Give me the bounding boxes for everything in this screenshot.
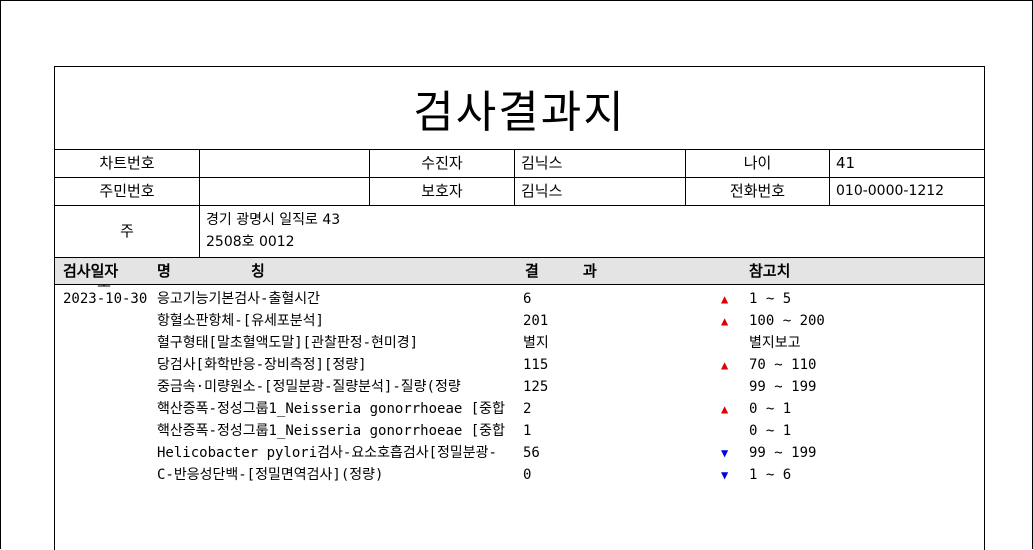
report-title: 검사결과지 — [413, 87, 626, 138]
result-row: Helicobacter pylori검사-요소호흡검사[정밀분광- 56 ▼ … — [55, 442, 984, 464]
result-name: 항혈소판항체-[유세포분석] — [157, 313, 324, 329]
result-value: 별지 — [523, 335, 549, 351]
info-row-1: 차트번호 수진자 김닉스 나이 41 — [55, 149, 984, 177]
result-value: 0 — [523, 467, 532, 483]
result-name: 중금속·미량원소-[정밀분광-질량분석]-질량(정량 — [157, 379, 461, 395]
result-value: 1 — [523, 423, 532, 439]
phone-value: 010-0000-1212 — [829, 178, 984, 205]
result-name: 핵산증폭-정성그룹1_Neisseria gonorrhoeae [중합 — [157, 423, 505, 439]
examinee-value: 김닉스 — [514, 150, 685, 177]
high-flag-icon: ▲ — [721, 292, 729, 306]
high-flag-icon: ▲ — [721, 314, 729, 328]
chart-no-value — [199, 150, 369, 177]
header-name-2: 칭 — [251, 262, 265, 280]
address-line-2: 2508호 0012 — [206, 234, 295, 250]
lab-report: 검사결과지 차트번호 수진자 김닉스 나이 41 주민번호 보호자 김닉스 전화… — [54, 66, 985, 550]
result-value: 115 — [523, 357, 549, 373]
result-reference: 100 ~ 200 — [749, 313, 825, 329]
result-reference: 별지보고 — [749, 335, 801, 351]
examinee-label: 수진자 — [369, 150, 514, 177]
result-value: 2 — [523, 401, 532, 417]
high-flag-icon: ▲ — [721, 402, 729, 416]
resident-no-label: 주민번호 — [99, 182, 155, 200]
result-date: 2023-10-30 — [63, 291, 148, 307]
result-value: 125 — [523, 379, 549, 395]
age-value: 41 — [829, 150, 984, 177]
low-flag-icon: ▼ — [721, 468, 729, 482]
address-row: 주 소 경기 광명시 일직로 43 2508호 0012 — [55, 205, 984, 291]
address-line-1: 경기 광명시 일직로 43 — [206, 212, 341, 228]
info-row-2: 주민번호 보호자 김닉스 전화번호 010-0000-1212 — [55, 177, 984, 205]
result-reference: 1 ~ 6 — [749, 467, 792, 483]
address-label: 주 소 — [97, 222, 180, 291]
header-result-1: 결 — [525, 262, 539, 280]
result-row: 당검사[화학반응-장비측정][정량] 115 ▲ 70 ~ 110 — [55, 354, 984, 376]
guardian-value: 김닉스 — [514, 178, 685, 205]
result-reference: 99 ~ 199 — [749, 379, 817, 395]
header-name-1: 명 — [157, 262, 171, 280]
result-name: C-반응성단백-[정밀면역검사](정량) — [157, 467, 384, 483]
result-row: 중금속·미량원소-[정밀분광-질량분석]-질량(정량 125 99 ~ 199 — [55, 376, 984, 398]
header-reference: 참고치 — [749, 262, 791, 280]
result-name: 혈구형태[말초혈액도말][관찰판정-현미경] — [157, 335, 419, 351]
result-reference: 99 ~ 199 — [749, 445, 817, 461]
address-value: 경기 광명시 일직로 43 2508호 0012 — [199, 206, 984, 257]
result-name: Helicobacter pylori검사-요소호흡검사[정밀분광- — [157, 445, 497, 461]
result-value: 6 — [523, 291, 532, 307]
header-date: 검사일자 — [63, 262, 119, 280]
result-row: 핵산증폭-정성그룹1_Neisseria gonorrhoeae [중합 1 0… — [55, 420, 984, 442]
header-result-2: 과 — [583, 262, 597, 280]
result-row: 혈구형태[말초혈액도말][관찰판정-현미경] 별지 별지보고 — [55, 332, 984, 354]
result-row: C-반응성단백-[정밀면역검사](정량) 0 ▼ 1 ~ 6 — [55, 464, 984, 486]
result-name: 당검사[화학반응-장비측정][정량] — [157, 357, 367, 373]
result-reference: 70 ~ 110 — [749, 357, 817, 373]
chart-no-label: 차트번호 — [99, 154, 155, 172]
result-row: 항혈소판항체-[유세포분석] 201 ▲ 100 ~ 200 — [55, 310, 984, 332]
result-value: 56 — [523, 445, 540, 461]
high-flag-icon: ▲ — [721, 358, 729, 372]
result-reference: 1 ~ 5 — [749, 291, 792, 307]
phone-label: 전화번호 — [685, 178, 829, 205]
result-row: 핵산증폭-정성그룹1_Neisseria gonorrhoeae [중합 2 ▲… — [55, 398, 984, 420]
guardian-label: 보호자 — [369, 178, 514, 205]
result-name: 핵산증폭-정성그룹1_Neisseria gonorrhoeae [중합 — [157, 401, 505, 417]
result-value: 201 — [523, 313, 549, 329]
result-reference: 0 ~ 1 — [749, 401, 792, 417]
result-reference: 0 ~ 1 — [749, 423, 792, 439]
low-flag-icon: ▼ — [721, 446, 729, 460]
resident-no-value — [199, 178, 369, 205]
result-row: 2023-10-30 응고기능기본검사-출혈시간 6 ▲ 1 ~ 5 — [55, 288, 984, 310]
result-name: 응고기능기본검사-출혈시간 — [157, 291, 320, 307]
results-header: 검사일자 명 칭 결 과 참고치 — [55, 257, 984, 285]
age-label: 나이 — [685, 150, 829, 177]
